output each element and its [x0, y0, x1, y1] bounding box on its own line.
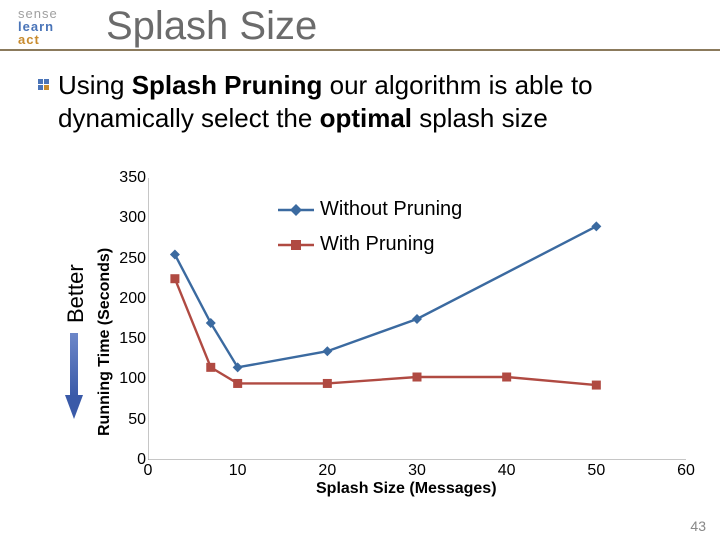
y-tick-label: 250	[114, 250, 146, 268]
y-tick-label: 150	[114, 330, 146, 348]
logo: sense learn act	[18, 5, 80, 49]
better-label: Better	[63, 264, 89, 323]
bullet-item: Using Splash Pruning our algorithm is ab…	[38, 69, 690, 135]
y-tick-label: 100	[114, 370, 146, 388]
legend-marker-with	[278, 237, 314, 253]
legend-marker-without	[278, 202, 314, 218]
x-tick-label: 30	[408, 462, 426, 480]
bullet-seg-5: splash size	[412, 103, 548, 133]
bullet-seg-1: Using	[58, 70, 132, 100]
bullet-text: Using Splash Pruning our algorithm is ab…	[58, 69, 690, 135]
x-tick-label: 10	[229, 462, 247, 480]
down-arrow-icon	[65, 333, 83, 419]
y-tick-label: 350	[114, 169, 146, 187]
x-tick-label: 60	[677, 462, 695, 480]
y-tick-label: 200	[114, 290, 146, 308]
page-number: 43	[690, 518, 706, 534]
page-title: Splash Size	[106, 4, 317, 49]
y-tick-label: 0	[114, 451, 146, 469]
legend-item-with: With Pruning	[278, 233, 462, 256]
chart-area: Better Running Time (Seconds) Splash Siz…	[60, 178, 700, 504]
y-tick-label: 300	[114, 209, 146, 227]
logo-line-act: act	[18, 33, 80, 46]
legend-item-without: Without Pruning	[278, 198, 462, 221]
legend-label-with: With Pruning	[320, 233, 435, 256]
x-tick-label: 20	[318, 462, 336, 480]
legend: Without Pruning With Pruning	[278, 198, 462, 268]
bullet-seg-2: Splash Pruning	[132, 70, 323, 100]
bullet-seg-4: optimal	[320, 103, 412, 133]
bullet-icon	[38, 79, 50, 91]
x-axis-label: Splash Size (Messages)	[316, 480, 497, 498]
y-axis-label: Running Time (Seconds)	[96, 248, 114, 436]
y-tick-label: 50	[114, 411, 146, 429]
x-tick-label: 0	[144, 462, 153, 480]
legend-label-without: Without Pruning	[320, 198, 462, 221]
x-tick-label: 50	[587, 462, 605, 480]
x-tick-label: 40	[498, 462, 516, 480]
